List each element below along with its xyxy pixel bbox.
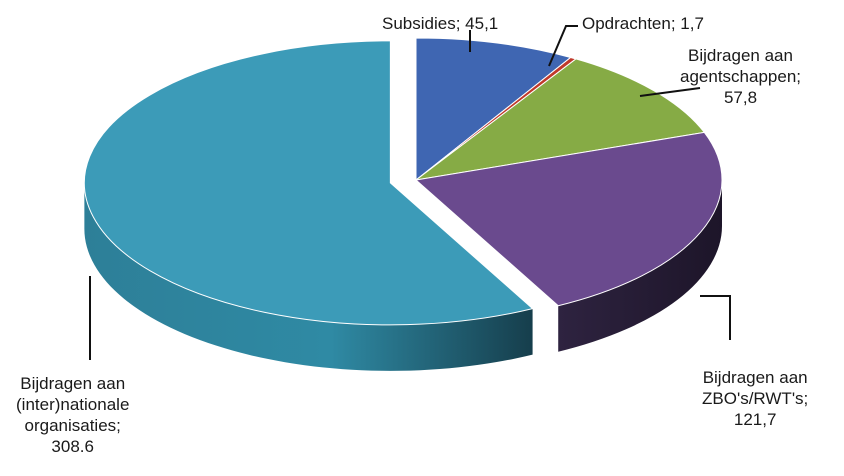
slice-zbo bbox=[414, 131, 723, 307]
leader-line-agentschappen bbox=[639, 87, 701, 97]
label-internationale: Bijdragen aan (inter)nationale organisat… bbox=[16, 374, 130, 456]
label-zbo: Bijdragen aan ZBO's/RWT's; 121,7 bbox=[702, 368, 809, 429]
slice-agentschappen bbox=[415, 58, 706, 181]
label-opdrachten: Opdrachten; 1,7 bbox=[582, 14, 704, 33]
slice-side-zbo bbox=[558, 180, 722, 352]
slice-side-internationale bbox=[84, 182, 533, 371]
label-subsidies: Subsidies; 45,1 bbox=[382, 14, 499, 33]
leader-line-opdrachten bbox=[548, 25, 578, 67]
leader-line-zbo bbox=[700, 295, 731, 340]
slice-subsidies bbox=[415, 37, 572, 182]
label-agentschappen: Bijdragen aan agentschappen; 57,8 bbox=[680, 46, 801, 107]
slice-internationale bbox=[83, 40, 534, 326]
